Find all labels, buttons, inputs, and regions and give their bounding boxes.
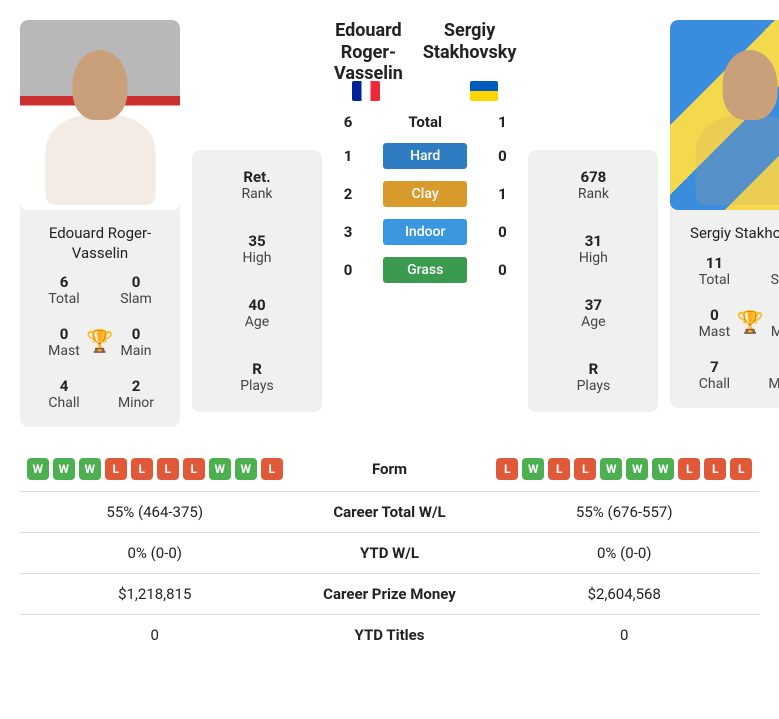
ytd-wl-label: YTD W/L xyxy=(290,544,490,562)
info-rank: 678 Rank xyxy=(528,168,658,202)
trophy-icon: 🏆 xyxy=(86,330,113,355)
h2h-right: 0 xyxy=(492,261,512,279)
player1-silhouette xyxy=(73,50,128,120)
player1-name: Edouard Roger-Vasselin xyxy=(20,210,180,273)
prize-label: Career Prize Money xyxy=(290,585,490,603)
surface-clay-pill[interactable]: Clay xyxy=(383,181,467,207)
form-chip-l: L xyxy=(157,458,179,480)
h2h-right: 1 xyxy=(492,113,512,131)
info-age: 40 Age xyxy=(192,296,322,330)
career-wl-right: 55% (676-557) xyxy=(490,503,760,521)
info-age: 37 Age xyxy=(528,296,658,330)
stat-total: 6 Total xyxy=(28,273,100,307)
form-chip-w: W xyxy=(522,458,544,480)
center-name-right: Sergiy Stakhovsky xyxy=(423,20,517,85)
surface-indoor-pill[interactable]: Indoor xyxy=(383,219,467,245)
career-wl-label: Career Total W/L xyxy=(290,503,490,521)
h2h-left: 1 xyxy=(338,147,358,165)
player2-silhouette xyxy=(723,50,778,120)
career-wl-left: 55% (464-375) xyxy=(20,503,290,521)
h2h-label: Total xyxy=(385,113,465,131)
h2h-left: 0 xyxy=(338,261,358,279)
h2h-grass: 0 Grass 0 xyxy=(334,257,516,283)
comparison-table: WWWLLLLWWL Form LWLLWWWLLL 55% (464-375)… xyxy=(20,447,759,655)
stat-minor: 2 Minor xyxy=(100,377,172,411)
h2h-right: 0 xyxy=(492,147,512,165)
form-chip-w: W xyxy=(27,458,49,480)
stat-slam: 0 Slam xyxy=(750,254,779,288)
form-chip-l: L xyxy=(183,458,205,480)
info-plays: R Plays xyxy=(192,360,322,394)
form-right: LWLLWWWLLL xyxy=(490,458,760,480)
ytd-wl-right: 0% (0-0) xyxy=(490,544,760,562)
info-high: 35 High xyxy=(192,232,322,266)
form-chip-l: L xyxy=(574,458,596,480)
player2-card: Sergiy Stakhovsky 11 Total 0 Slam 0 Mast… xyxy=(670,20,779,408)
h2h-total: 6 Total 1 xyxy=(334,113,516,131)
form-chip-w: W xyxy=(652,458,674,480)
form-chip-w: W xyxy=(53,458,75,480)
form-chip-l: L xyxy=(131,458,153,480)
info-rank: Ret. Rank xyxy=(192,168,322,202)
prize-right: $2,604,568 xyxy=(490,585,760,603)
form-chip-l: L xyxy=(496,458,518,480)
row-career-wl: 55% (464-375) Career Total W/L 55% (676-… xyxy=(20,492,759,533)
prize-left: $1,218,815 xyxy=(20,585,290,603)
player2-photo xyxy=(670,20,779,210)
center-header: Edouard Roger-Vasselin Sergiy Stakhovsky xyxy=(334,20,516,101)
h2h-indoor: 3 Indoor 0 xyxy=(334,219,516,245)
h2h-left: 6 xyxy=(338,113,358,131)
ytd-titles-label: YTD Titles xyxy=(290,626,490,644)
stat-chall: 4 Chall xyxy=(28,377,100,411)
form-chip-l: L xyxy=(261,458,283,480)
h2h-clay: 2 Clay 1 xyxy=(334,181,516,207)
center-h2h: Edouard Roger-Vasselin Sergiy Stakhovsky… xyxy=(334,20,516,283)
row-form: WWWLLLLWWL Form LWLLWWWLLL xyxy=(20,447,759,492)
form-left: WWWLLLLWWL xyxy=(20,458,290,480)
info-plays: R Plays xyxy=(528,360,658,394)
flag-ukraine-icon xyxy=(470,81,498,101)
form-label: Form xyxy=(290,460,490,478)
form-chip-w: W xyxy=(626,458,648,480)
stat-chall: 7 Chall xyxy=(678,358,750,392)
surface-grass-pill[interactable]: Grass xyxy=(383,257,467,283)
player2-info-card: 678 Rank 31 High 37 Age R Plays xyxy=(528,150,658,412)
h2h-right: 1 xyxy=(492,185,512,203)
row-ytd-titles: 0 YTD Titles 0 xyxy=(20,615,759,655)
stat-total: 11 Total xyxy=(678,254,750,288)
player2-name: Sergiy Stakhovsky xyxy=(670,210,779,254)
trophy-icon: 🏆 xyxy=(737,310,764,335)
form-chip-w: W xyxy=(79,458,101,480)
info-high: 31 High xyxy=(528,232,658,266)
center-name-left: Edouard Roger-Vasselin xyxy=(334,20,403,85)
player1-info-card: Ret. Rank 35 High 40 Age R Plays xyxy=(192,150,322,412)
h2h-left: 3 xyxy=(338,223,358,241)
form-chip-w: W xyxy=(235,458,257,480)
form-chip-l: L xyxy=(678,458,700,480)
row-ytd-wl: 0% (0-0) YTD W/L 0% (0-0) xyxy=(20,533,759,574)
row-prize: $1,218,815 Career Prize Money $2,604,568 xyxy=(20,574,759,615)
flag-france-icon xyxy=(352,81,380,101)
surface-hard-pill[interactable]: Hard xyxy=(383,143,467,169)
player1-titles-grid: 6 Total 0 Slam 0 Mast 0 Main 🏆 4 Chall 2 xyxy=(20,273,180,411)
comparison-top: Edouard Roger-Vasselin 6 Total 0 Slam 0 … xyxy=(20,20,759,427)
ytd-wl-left: 0% (0-0) xyxy=(20,544,290,562)
h2h-right: 0 xyxy=(492,223,512,241)
stat-slam: 0 Slam xyxy=(100,273,172,307)
form-chip-w: W xyxy=(600,458,622,480)
ytd-titles-left: 0 xyxy=(20,626,290,644)
ytd-titles-right: 0 xyxy=(490,626,760,644)
player1-card: Edouard Roger-Vasselin 6 Total 0 Slam 0 … xyxy=(20,20,180,427)
form-chip-l: L xyxy=(548,458,570,480)
player2-titles-grid: 11 Total 0 Slam 0 Mast 4 Main 🏆 7 Chall … xyxy=(670,254,779,392)
form-chip-w: W xyxy=(209,458,231,480)
form-chip-l: L xyxy=(105,458,127,480)
form-chip-l: L xyxy=(730,458,752,480)
h2h-hard: 1 Hard 0 xyxy=(334,143,516,169)
player1-photo xyxy=(20,20,180,210)
stat-minor: 0 Minor xyxy=(750,358,779,392)
h2h-left: 2 xyxy=(338,185,358,203)
form-chip-l: L xyxy=(704,458,726,480)
